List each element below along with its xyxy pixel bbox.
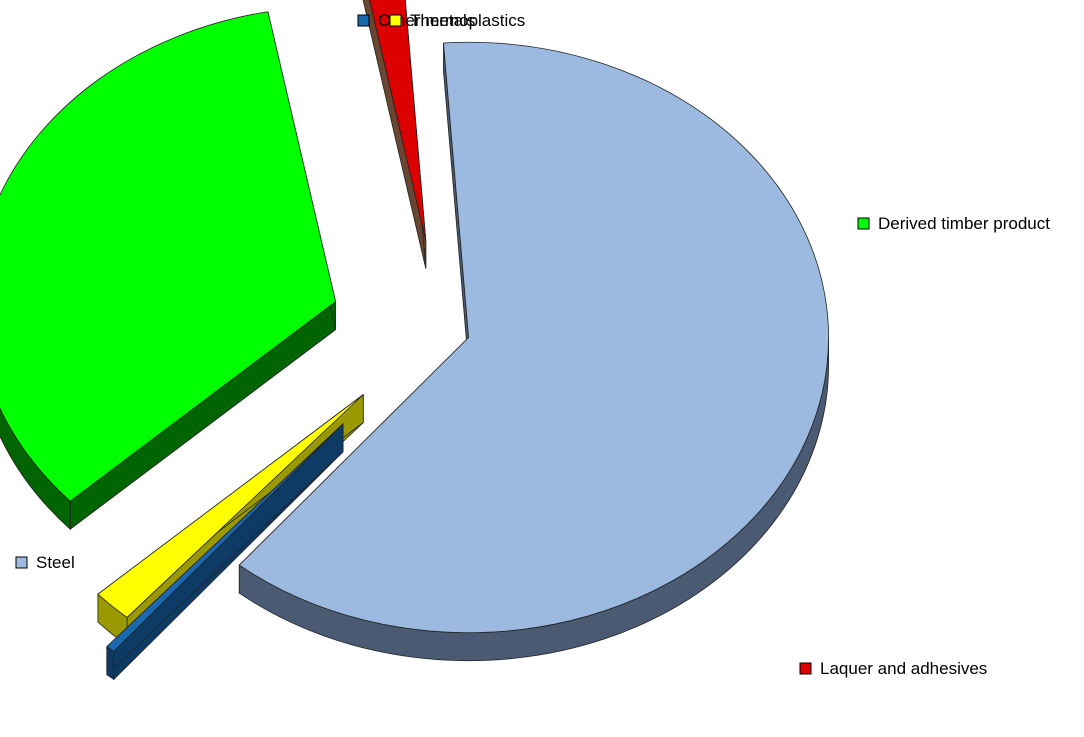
slice-key-thermoplastics xyxy=(389,14,402,27)
slice-label-laquer-and-adhesives: Laquer and adhesives xyxy=(820,659,987,678)
slice-laquer-and-adhesives xyxy=(369,0,427,241)
slice-key-steel xyxy=(15,556,28,569)
slice-tops xyxy=(0,0,829,652)
slice-derived-timber-product xyxy=(0,11,337,502)
slice-label-thermoplastics: Thermoplastics xyxy=(410,11,525,30)
slice-key-derived-timber-product xyxy=(857,217,870,230)
slice-label-derived-timber-product: Derived timber product xyxy=(878,214,1050,233)
slice-steel xyxy=(238,41,829,634)
slice-thermoplastics xyxy=(97,394,364,618)
slice-key-laquer-and-adhesives xyxy=(799,662,812,675)
slice-key-other-metals xyxy=(357,14,370,27)
slice-other-metals xyxy=(106,423,344,652)
slice-label-steel: Steel xyxy=(36,553,75,572)
slice-rim-other-metals-0 xyxy=(106,645,115,681)
slice-label-other-metals: Other metals xyxy=(378,11,475,30)
